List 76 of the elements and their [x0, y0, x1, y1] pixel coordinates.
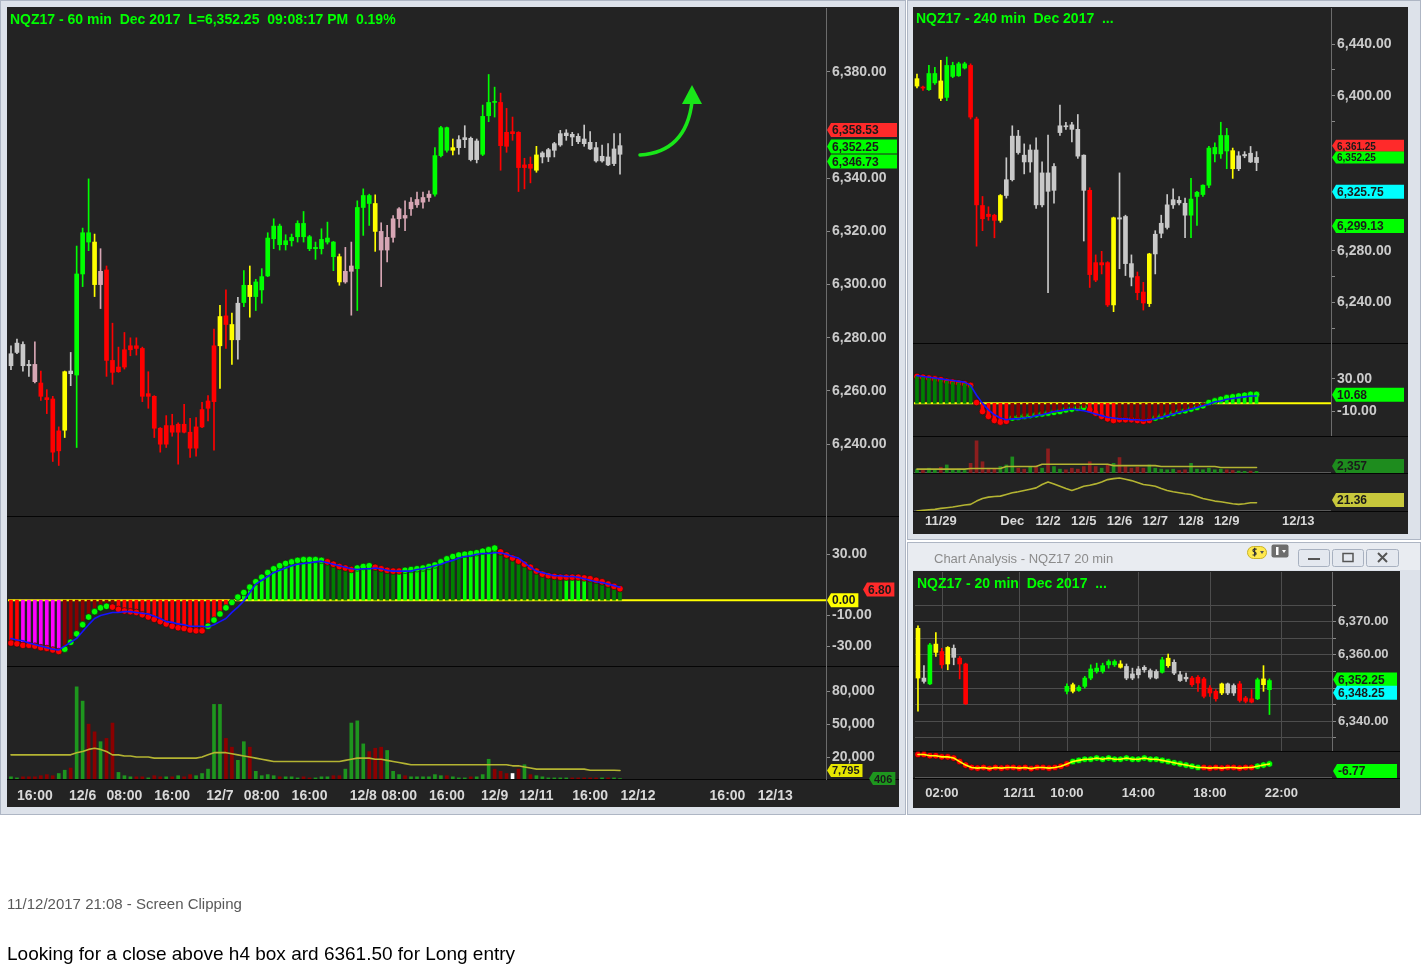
text: 2,357 — [1337, 459, 1368, 474]
y-tick-label: 20,000 — [832, 747, 876, 764]
y-tick-label: 6,400.00 — [1337, 86, 1392, 103]
text: -6.77 — [1338, 764, 1366, 779]
x-tick-label: 12/9 — [1214, 513, 1240, 529]
text: Chart Analysis - NQZ17 20 min — [934, 551, 1114, 567]
text: 6,346.73 — [832, 154, 880, 169]
y-tick-label: -10.00 — [1337, 402, 1377, 419]
x-tick-label: 22:00 — [1264, 785, 1298, 801]
y-tick-label: 6,360.00 — [1338, 646, 1389, 662]
x-tick-label: 12/13 — [757, 787, 793, 804]
x-tick-label: 12/6 — [69, 787, 97, 804]
x-tick-label: 12/11 — [1003, 785, 1036, 801]
x-tick-label: 12/9 — [481, 787, 509, 804]
y-tick-label: -30.00 — [832, 636, 872, 653]
x-tick-label: 12/7 — [1142, 513, 1168, 529]
text: 6,358.53 — [832, 123, 880, 138]
y-tick-label: 6,340.00 — [832, 169, 887, 186]
y-tick-label: 6,380.00 — [832, 62, 887, 79]
y-tick-label: 30.00 — [832, 545, 868, 562]
x-tick-label: 02:00 — [925, 785, 959, 801]
y-tick-label: 6,280.00 — [1337, 241, 1392, 258]
text: 6,348.25 — [1338, 686, 1386, 701]
text: 6,361.25 — [1337, 140, 1377, 152]
x-tick-label: Dec — [1000, 513, 1025, 529]
x-tick-label: 12/11 — [519, 787, 554, 804]
x-tick-label: 12/12 — [620, 787, 656, 804]
y-tick-label: 6,300.00 — [832, 275, 887, 292]
x-tick-label: 16:00 — [709, 787, 746, 804]
x-tick-label: 12/7 — [206, 787, 234, 804]
y-tick-label: 6,260.00 — [832, 381, 887, 398]
x-tick-label: 11/29 — [924, 513, 957, 529]
x-tick-label: 12/13 — [1281, 513, 1315, 529]
text: 6.80 — [868, 582, 892, 597]
x-tick-label: 16:00 — [154, 787, 191, 804]
text: Looking for a close above h4 box ard 6361.50 for Long entry — [7, 942, 516, 965]
x-tick-label: 10:00 — [1050, 785, 1084, 801]
x-tick-label: 14:00 — [1121, 785, 1156, 801]
x-tick-label: 08:00 — [381, 787, 418, 804]
text: 11/12/2017 21:08 - Screen Clipping — [7, 895, 242, 913]
y-tick-label: 6,280.00 — [832, 328, 887, 345]
text: 6,325.75 — [1337, 185, 1385, 200]
ref-line-label: 0.00 — [832, 593, 856, 608]
text: 406 — [874, 772, 893, 785]
x-tick-label: 16:00 — [291, 787, 328, 804]
x-tick-label: 16:00 — [428, 787, 465, 804]
y-tick-label: 6,240.00 — [1337, 293, 1392, 310]
x-tick-label: 18:00 — [1193, 785, 1227, 801]
x-tick-label: 08:00 — [243, 787, 280, 804]
text: 10.68 — [1337, 388, 1368, 403]
y-tick-label: 50,000 — [832, 715, 876, 732]
text: 6,352.25 — [1338, 672, 1386, 687]
y-tick-label: 6,340.00 — [1338, 712, 1389, 728]
y-tick-label: 30.00 — [1337, 369, 1373, 386]
x-tick-label: 12/8 — [349, 787, 378, 804]
text: 6,352.25 — [1337, 152, 1377, 164]
x-tick-label: 12/8 — [1178, 513, 1204, 529]
chart-title: NQZ17 - 60 min Dec 2017 L=6,352.25 09:08:17 PM 0.19% — [10, 11, 396, 28]
x-tick-label: 08:00 — [106, 787, 143, 804]
text: 6,352.25 — [832, 139, 880, 154]
x-tick-label: 12/5 — [1071, 513, 1097, 529]
text: 6,299.13 — [1337, 219, 1385, 234]
y-tick-label: 6,440.00 — [1337, 35, 1392, 52]
text: 7,795 — [832, 764, 860, 777]
x-tick-label: 16:00 — [572, 787, 609, 804]
chart-title: NQZ17 - 20 min Dec 2017 ... — [917, 575, 1107, 592]
y-tick-label: 6,240.00 — [832, 435, 887, 452]
x-tick-label: 16:00 — [16, 787, 53, 804]
text: 21.36 — [1337, 493, 1368, 508]
x-tick-label: 12/2 — [1035, 513, 1061, 529]
chart-title: NQZ17 - 240 min Dec 2017 ... — [916, 10, 1114, 27]
y-tick-label: -10.00 — [832, 606, 872, 623]
y-tick-label: 6,320.00 — [832, 222, 887, 239]
y-tick-label: 6,370.00 — [1338, 613, 1389, 629]
y-tick-label: 80,000 — [832, 682, 876, 699]
x-tick-label: 12/6 — [1106, 513, 1133, 529]
